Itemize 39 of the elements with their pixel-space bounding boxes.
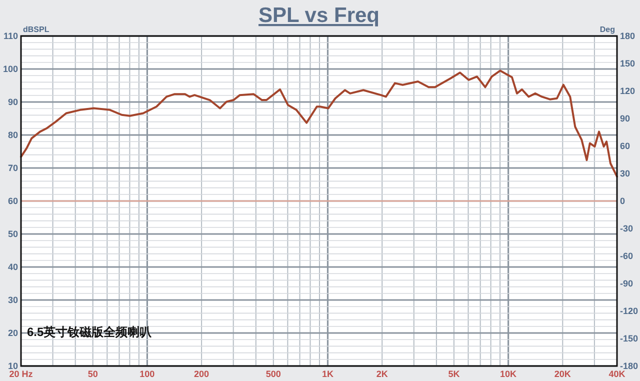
- x-tick-label: 100: [140, 369, 155, 379]
- y-tick-label: 100: [2, 64, 18, 74]
- y2-tick-label: -180: [620, 361, 638, 371]
- x-tick-label: 1K: [322, 369, 334, 379]
- y2-tick-label: -120: [620, 306, 638, 316]
- x-tick-label: 50: [88, 369, 98, 379]
- y2-tick-label: 60: [620, 141, 630, 151]
- annotation: 6.5英寸钕磁版全频喇叭: [27, 325, 153, 339]
- y2-axis-title: Deg: [600, 25, 616, 34]
- y-tick-label: 40: [8, 262, 18, 272]
- y2-tick-label: 120: [620, 86, 636, 96]
- x-tick-label: 5K: [448, 369, 460, 379]
- x-tick-label: 200: [194, 369, 210, 379]
- x-tick-label: 2K: [376, 369, 388, 379]
- y-tick-label: 20: [8, 328, 18, 338]
- y-tick-label: 30: [8, 295, 18, 305]
- x-tick-label: 20 Hz: [9, 369, 34, 379]
- y-tick-label: 10: [8, 361, 18, 371]
- y-tick-label: 80: [8, 130, 18, 140]
- y2-tick-label: 0: [620, 196, 626, 206]
- y-axis-title: dBSPL: [23, 25, 50, 34]
- y-tick-label: 50: [8, 229, 18, 239]
- y2-tick-label: -90: [620, 278, 634, 288]
- x-tick-label: 40K: [608, 369, 626, 379]
- y2-tick-label: 150: [620, 58, 636, 68]
- y2-tick-label: 30: [620, 168, 630, 178]
- y2-tick-label: -30: [620, 224, 634, 234]
- y2-tick-label: 90: [620, 114, 630, 124]
- y2-tick-label: -60: [620, 251, 634, 261]
- chart-title: SPL vs Freq: [258, 4, 380, 27]
- x-tick-label: 10K: [500, 369, 518, 379]
- y2-tick-label: 180: [620, 31, 636, 41]
- y-tick-label: 60: [8, 196, 18, 206]
- y-tick-label: 90: [8, 97, 18, 107]
- y-tick-label: 70: [8, 163, 18, 173]
- y2-tick-label: -150: [620, 334, 638, 344]
- x-tick-label: 20K: [554, 369, 572, 379]
- y-tick-label: 110: [3, 31, 18, 41]
- x-tick-label: 500: [266, 369, 281, 379]
